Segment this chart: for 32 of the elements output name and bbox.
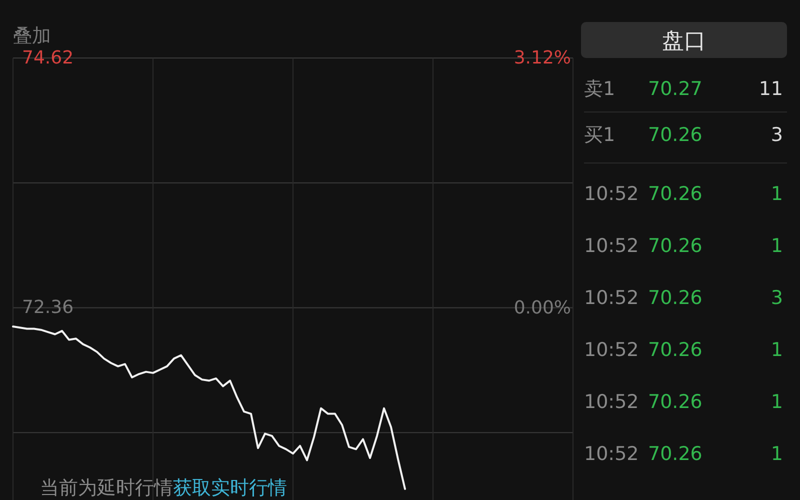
annotation: 获取实时行情 <box>173 477 287 499</box>
text: 70.27 <box>648 78 702 100</box>
text: 70.26 <box>648 391 702 413</box>
text: 70.26 <box>648 443 702 465</box>
text: 3 <box>770 287 783 309</box>
text: 1 <box>770 183 783 205</box>
text: 10:52 <box>584 339 639 361</box>
text: 1 <box>770 235 783 257</box>
text: 10:52 <box>584 235 639 257</box>
text: 70.26 <box>648 339 702 361</box>
text: 1 <box>770 391 783 413</box>
text: 10:52 <box>584 287 639 309</box>
y2-tick-label: 3.12% <box>514 48 571 68</box>
y-tick-label: 74.62 <box>22 48 74 68</box>
text: 10:52 <box>584 391 639 413</box>
text: 10:52 <box>584 443 639 465</box>
text: 卖1 <box>584 78 616 100</box>
text: 盘口 <box>662 29 706 54</box>
annotation: 当前为延时行情 <box>40 477 173 499</box>
y-tick-label: 72.36 <box>22 297 74 318</box>
text: 1 <box>770 339 783 361</box>
text: 10:52 <box>584 183 639 205</box>
text: 11 <box>758 78 783 100</box>
text: 70.26 <box>648 183 702 205</box>
text: 70.26 <box>648 235 702 257</box>
y2-tick-label: 0.00% <box>514 297 571 318</box>
text: 70.26 <box>648 124 702 146</box>
text: 买1 <box>584 124 616 146</box>
text: 1 <box>770 443 783 465</box>
text: 叠加 <box>13 25 51 47</box>
text: 3 <box>770 124 783 146</box>
text: 70.26 <box>648 287 702 309</box>
